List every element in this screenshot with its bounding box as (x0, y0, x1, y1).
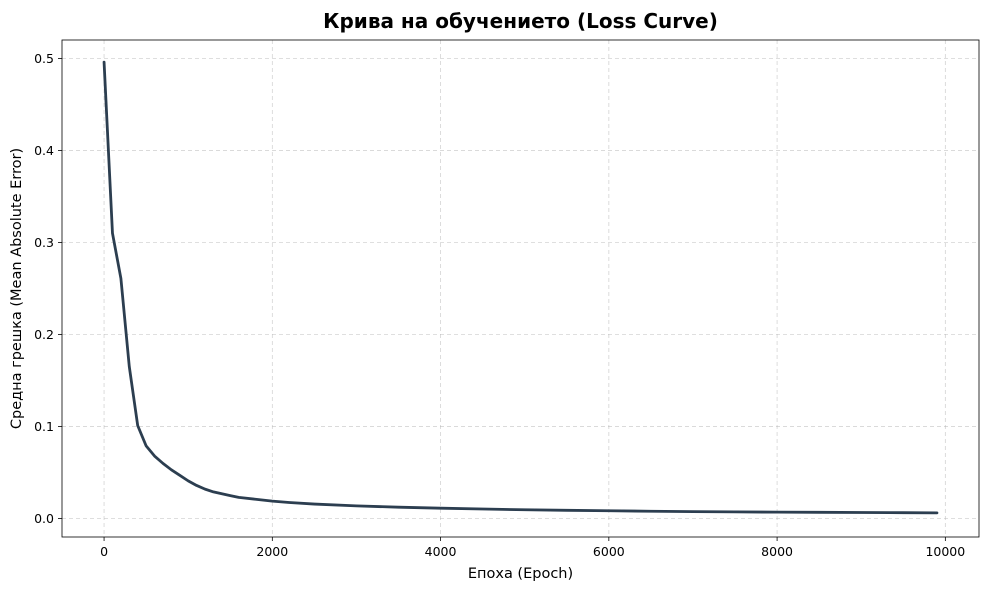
y-tick-label: 0.0 (34, 511, 54, 526)
x-tick-label: 10000 (925, 544, 965, 559)
y-tick-label: 0.1 (34, 419, 54, 434)
y-tick-label: 0.2 (34, 327, 54, 342)
plot-frame (61, 39, 980, 538)
loss-series-line (102, 60, 939, 515)
x-tick-label: 6000 (593, 544, 625, 559)
x-tick-label: 4000 (425, 544, 457, 559)
y-axis-label: Средна грешка (Mean Absolute Error) (9, 148, 25, 429)
grid (62, 40, 979, 537)
chart-title: Крива на обучението (Loss Curve) (323, 9, 718, 33)
ticks: 0 2000 4000 6000 8000 10000 0.0 0.1 0.2 0.3 0.4 0.5 (34, 51, 965, 559)
y-tick-label: 0.4 (34, 143, 54, 158)
y-tick-label: 0.5 (34, 51, 54, 66)
y-tick-label: 0.3 (34, 235, 54, 250)
x-tick-label: 0 (100, 544, 108, 559)
series-layer (102, 60, 939, 515)
x-tick-label: 2000 (256, 544, 288, 559)
x-tick-label: 8000 (761, 544, 793, 559)
x-axis-label: Епоха (Epoch) (468, 566, 573, 582)
